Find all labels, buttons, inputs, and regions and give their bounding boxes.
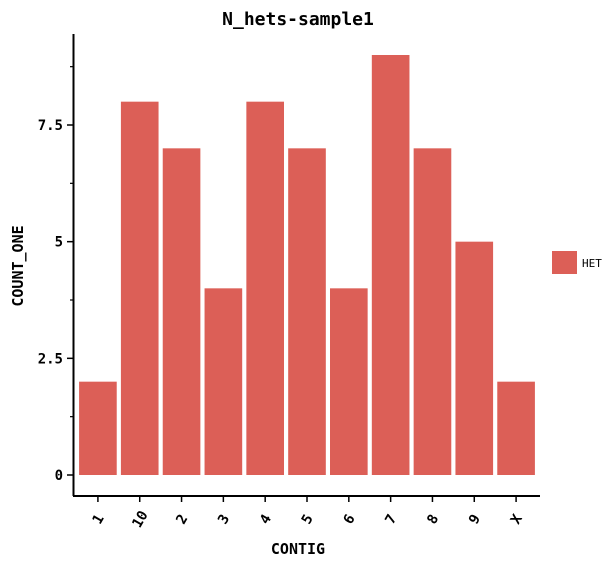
y-axis-label: COUNT_ONE (9, 225, 27, 306)
x-tick-label-7: 7 (382, 512, 400, 527)
bar-9 (455, 241, 494, 475)
x-tick-label-5: 5 (299, 512, 317, 527)
x-axis-ticks: 1 10 2 3 4 5 6 7 8 9 X (90, 496, 526, 531)
x-tick-label-1: 1 (90, 512, 108, 527)
bar-7 (371, 55, 410, 475)
y-tick-label-1: 2.5 (38, 351, 63, 367)
bar-8 (413, 148, 452, 475)
x-tick-label-6: 6 (341, 512, 359, 527)
bar-X (497, 381, 535, 475)
x-tick-label-9: 9 (466, 512, 484, 527)
x-tick-label-X: X (508, 511, 526, 527)
y-tick-label-2: 5 (55, 235, 63, 251)
x-tick-label-10: 10 (129, 508, 151, 531)
legend-label-het: HET (582, 257, 602, 270)
bar-10 (120, 101, 159, 476)
y-tick-label-3: 7.5 (38, 118, 63, 134)
legend-swatch-het (552, 251, 577, 274)
bar-1 (79, 381, 117, 475)
bar-2 (162, 148, 201, 475)
legend: HET (552, 251, 602, 274)
x-tick-label-2: 2 (173, 512, 191, 527)
x-tick-label-4: 4 (257, 512, 275, 527)
bars-group (79, 55, 535, 476)
bar-6 (330, 288, 368, 475)
y-axis-ticks: 0 2.5 5 7.5 (38, 66, 73, 484)
bar-3 (204, 288, 243, 475)
x-axis-label: CONTIG (271, 540, 325, 558)
bar-4 (246, 101, 284, 476)
x-tick-label-3: 3 (215, 512, 233, 527)
y-tick-label-0: 0 (55, 468, 63, 484)
chart-title: N_hets-sample1 (222, 9, 374, 30)
bar-5 (288, 148, 326, 475)
x-tick-label-8: 8 (424, 512, 442, 527)
